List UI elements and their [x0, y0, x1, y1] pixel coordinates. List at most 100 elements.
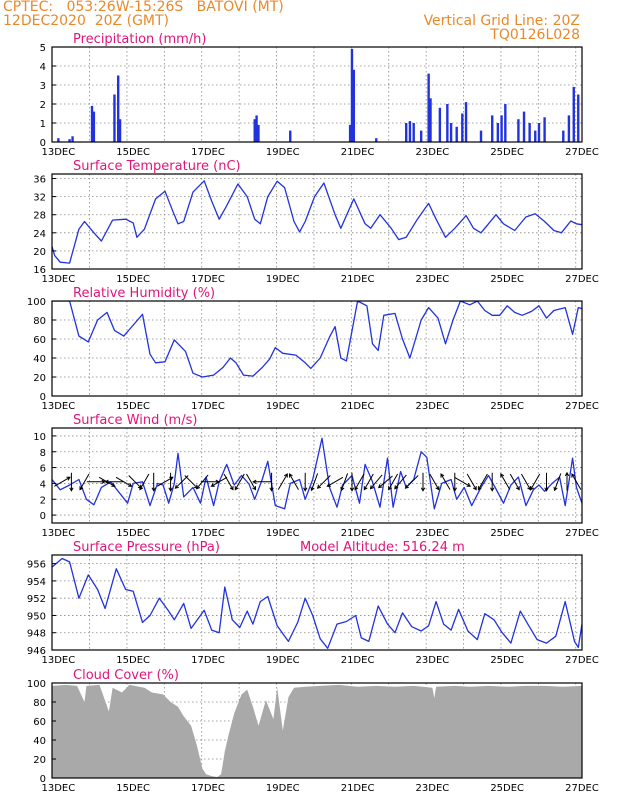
precip-bar: [429, 98, 432, 142]
temperature-y-tick-label: 28: [33, 211, 46, 222]
temperature-x-tick-label: 23DEC: [416, 274, 450, 285]
pressure-line: [52, 557, 582, 649]
cloud-cover-panel: Cloud Cover (%) 0 20 40 60 80 100 13DEC 15DEC 17D…: [27, 668, 599, 794]
cloud-cover-x-tick-label: 21DEC: [341, 783, 375, 794]
precipitation-x-tick-label: 19DEC: [266, 147, 300, 158]
header-station-info: CPTEC: 053:26W-15:26S BATOVI (MT): [3, 0, 284, 15]
humidity-x-tick-label: 23DEC: [416, 401, 450, 412]
wind-arrow: [210, 476, 228, 487]
wind-series: [52, 437, 582, 510]
wind-x-tick-label: 13DEC: [41, 528, 75, 539]
wind-arrow: [477, 473, 488, 491]
precip-bar: [412, 123, 415, 142]
humidity-line: [52, 301, 582, 378]
pressure-y-tick-label: 954: [27, 577, 46, 588]
wind-x-tick-label: 25DEC: [490, 528, 524, 539]
wind-arrow: [139, 473, 150, 491]
precip-bar: [117, 75, 120, 142]
cloud-cover-title: Cloud Cover (%): [73, 668, 179, 683]
humidity-y-tick-label: 0: [40, 392, 46, 403]
wind-arrow: [429, 473, 440, 491]
header-model-code: TQ0126L028: [490, 27, 580, 43]
humidity-x-tick-label: 27DEC: [565, 401, 599, 412]
humidity-series: [52, 301, 582, 378]
wind-arrow: [115, 476, 133, 487]
cloud-cover-x-tick-label: 23DEC: [416, 783, 450, 794]
temperature-x-tick-label: 19DEC: [266, 274, 300, 285]
wind-grid: [51, 428, 582, 523]
precipitation-frame: [51, 46, 583, 143]
header-run-time: 12DEC2020 20Z (GMT): [3, 13, 170, 29]
humidity-title: Relative Humidity (%): [73, 286, 215, 301]
wind-arrow: [151, 472, 156, 492]
precip-bar: [534, 130, 537, 142]
wind-y-tick-label: 0: [40, 511, 46, 522]
precipitation-y-tick-label: 1: [40, 119, 46, 130]
wind-arrow: [466, 473, 477, 491]
temperature-x-tick-label: 25DEC: [490, 274, 524, 285]
wind-arrow: [452, 472, 458, 492]
precip-bar: [562, 130, 565, 142]
wind-arrow: [404, 475, 419, 489]
precip-bar: [438, 107, 442, 142]
wind-panel: Surface Wind (m/s) 0 2 4 6 8 10 13DEC 15DEC 17DEC…: [33, 413, 599, 539]
pressure-x-tick-label: 17DEC: [191, 655, 225, 666]
wind-arrow: [349, 472, 355, 492]
wind-y-tick-label: 10: [33, 432, 46, 443]
wind-arrow: [530, 473, 541, 491]
cloud-cover-x-tick-label: 13DEC: [41, 783, 75, 794]
precipitation-grid: [51, 47, 582, 142]
precip-bar: [500, 115, 503, 142]
wind-arrow: [490, 472, 495, 492]
precipitation-x-tick-label: 13DEC: [41, 147, 75, 158]
precip-bar: [464, 102, 468, 142]
pressure-x-tick-label: 15DEC: [116, 655, 150, 666]
cloud-cover-y-tick-label: 100: [27, 679, 46, 690]
wind-y-tick-label: 4: [40, 479, 46, 490]
pressure-x-tick-label: 21DEC: [341, 655, 375, 666]
wind-title: Surface Wind (m/s): [73, 413, 197, 428]
humidity-y-tick-label: 80: [33, 316, 46, 327]
humidity-y-tick-label: 100: [27, 297, 46, 308]
precip-bar: [528, 123, 531, 142]
cloud-cover-y-tick-label: 60: [33, 717, 46, 728]
wind-arrow: [394, 474, 407, 490]
precipitation-series: [57, 48, 580, 142]
precip-bar: [257, 124, 260, 142]
humidity-panel: Relative Humidity (%) 0 20 40 60 80 100 13DEC 15…: [27, 286, 599, 412]
wind-y-tick-label: 6: [40, 464, 46, 475]
precip-bar: [253, 119, 256, 142]
temperature-y-tick-label: 24: [33, 229, 46, 240]
humidity-x-tick-label: 17DEC: [191, 401, 225, 412]
wind-arrow: [340, 473, 349, 492]
precipitation-x-tick-label: 21DEC: [341, 147, 375, 158]
wind-arrow: [234, 473, 245, 491]
wind-arrow: [520, 473, 531, 491]
precipitation-y-tick-label: 2: [40, 100, 46, 111]
temperature-title: Surface Temperature (nC): [73, 159, 241, 174]
precip-bar: [479, 130, 483, 142]
humidity-y-tick-label: 20: [33, 373, 46, 384]
precip-bar: [496, 123, 500, 142]
wind-arrow: [104, 479, 124, 485]
precipitation-x-tick-label: 23DEC: [416, 147, 450, 158]
precip-bar: [449, 123, 453, 142]
cloud-cover-series: [52, 684, 582, 778]
precipitation-y-tick-label: 3: [40, 81, 46, 92]
pressure-y-tick-label: 950: [27, 611, 46, 622]
wind-arrow: [440, 473, 451, 490]
wind-arrow: [289, 473, 299, 490]
precip-bar: [118, 119, 122, 142]
wind-arrow: [388, 473, 399, 491]
wind-arrow: [571, 473, 582, 490]
cloud-cover-frame: [51, 682, 583, 779]
precipitation-panel: Precipitation (mm/h) 0 1 2 3 4 5 13DEC 15DEC 17DE…: [40, 32, 599, 158]
precip-bar: [352, 69, 356, 142]
wind-arrow: [223, 473, 234, 491]
pressure-title: Surface Pressure (hPa): [73, 540, 220, 555]
wind-arrow: [500, 473, 511, 490]
precip-bar: [419, 130, 423, 142]
precipitation-x-tick-label: 17DEC: [191, 147, 225, 158]
wind-vectors: [54, 471, 582, 492]
